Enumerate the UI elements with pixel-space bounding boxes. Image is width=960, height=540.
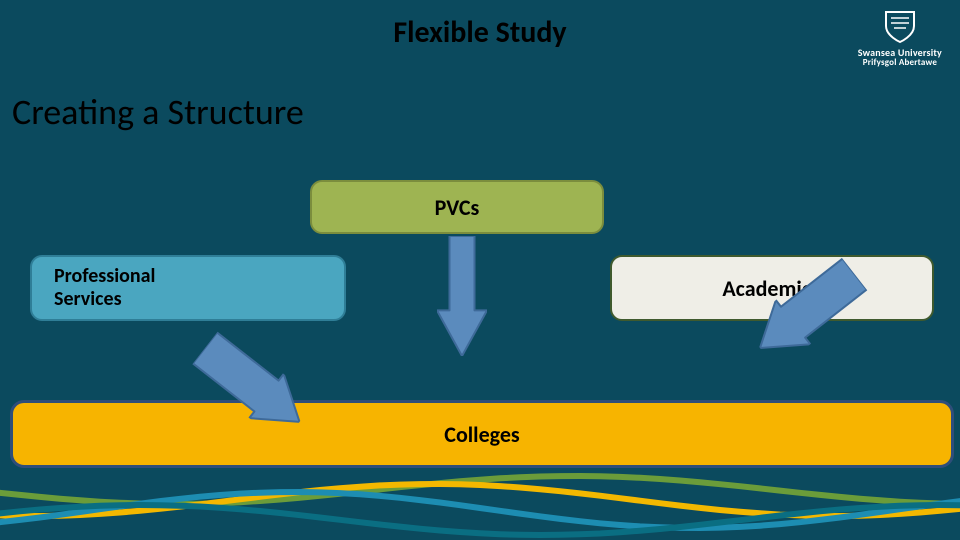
arrow-down-icon: [437, 236, 487, 356]
node-professional-services-label: Professional Services: [54, 265, 155, 311]
crest-icon: [882, 10, 918, 44]
node-colleges-label: Colleges: [444, 421, 519, 448]
wave-decoration: [0, 450, 960, 540]
section-heading: Creating a Structure: [12, 90, 304, 134]
node-professional-services: Professional Services: [30, 255, 346, 321]
slide: Flexible Study Swansea University Prifys…: [0, 0, 960, 540]
node-pvcs: PVCs: [310, 180, 604, 234]
university-logo: Swansea University Prifysgol Abertawe: [858, 10, 942, 68]
logo-text-line2: Prifysgol Abertawe: [858, 58, 942, 68]
page-title: Flexible Study: [0, 14, 960, 51]
node-pvcs-label: PVCs: [435, 194, 480, 221]
